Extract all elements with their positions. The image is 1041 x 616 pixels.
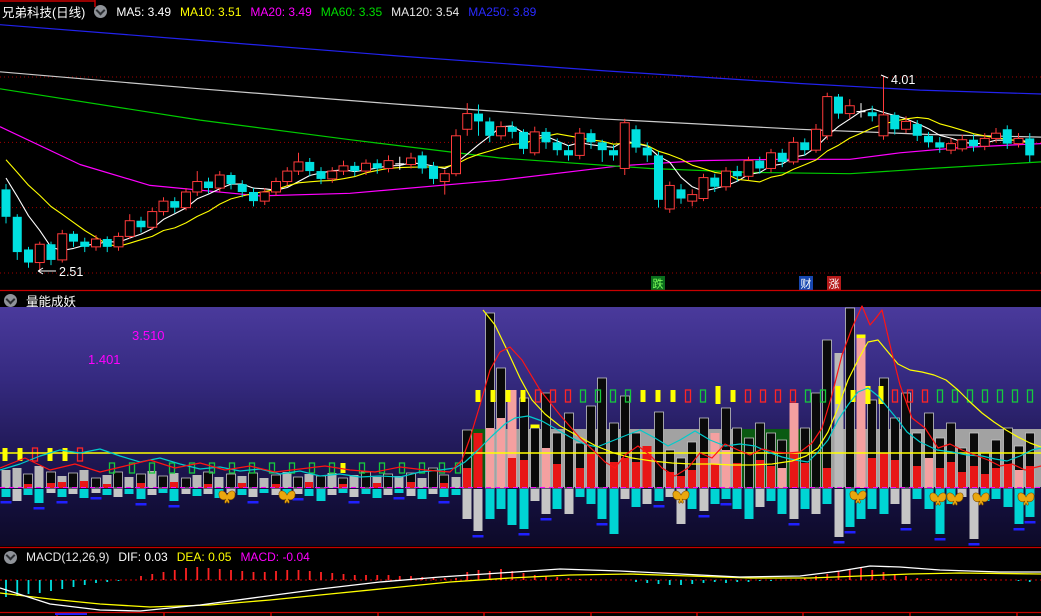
ma120-value: MA120: 3.54 xyxy=(391,4,460,19)
main-chart-header: 兄弟科技(日线) MA5: 3.49 MA10: 3.51 MA20: 3.49… xyxy=(2,2,536,21)
butterfly-marker xyxy=(929,492,947,506)
ma10-value: MA10: 3.51 xyxy=(180,4,242,19)
volume-panel-header: 量能成妖 xyxy=(4,291,76,310)
butterfly-marker xyxy=(972,492,990,506)
butterfly-marker xyxy=(946,492,964,506)
svg-text:涨: 涨 xyxy=(829,278,840,291)
dif-value: DIF: 0.03 xyxy=(118,550,168,564)
collapse-chevron-icon[interactable] xyxy=(4,550,17,564)
collapse-chevron-icon[interactable] xyxy=(94,5,108,18)
dea-value: DEA: 0.05 xyxy=(176,550,232,564)
butterfly-marker xyxy=(849,490,867,504)
collapse-chevron-icon[interactable] xyxy=(4,294,17,307)
ma20-value: MA20: 3.49 xyxy=(250,4,312,19)
ma250-value: MA250: 3.89 xyxy=(468,4,537,19)
svg-text:2.51: 2.51 xyxy=(59,265,83,279)
svg-text:4.01: 4.01 xyxy=(891,73,915,87)
macd-panel-header: MACD(12,26,9) DIF: 0.03 DEA: 0.05 MACD: … xyxy=(4,550,310,564)
svg-text:财: 财 xyxy=(801,277,812,291)
macd-title: MACD(12,26,9) xyxy=(26,550,110,564)
stock-title: 兄弟科技(日线) xyxy=(2,6,86,20)
macd-value: MACD: -0.04 xyxy=(240,550,310,564)
butterfly-marker xyxy=(278,490,296,504)
butterfly-marker xyxy=(672,490,690,504)
butterfly-marker xyxy=(218,490,236,504)
svg-text:跌: 跌 xyxy=(653,277,664,291)
butterfly-marker xyxy=(1017,492,1035,506)
svg-text:3.510: 3.510 xyxy=(132,328,165,343)
volume-indicator-title: 量能成妖 xyxy=(26,295,77,309)
ma60-value: MA60: 3.35 xyxy=(320,4,383,19)
ma5-value: MA5: 3.49 xyxy=(116,4,172,19)
svg-text:1.401: 1.401 xyxy=(88,352,121,367)
